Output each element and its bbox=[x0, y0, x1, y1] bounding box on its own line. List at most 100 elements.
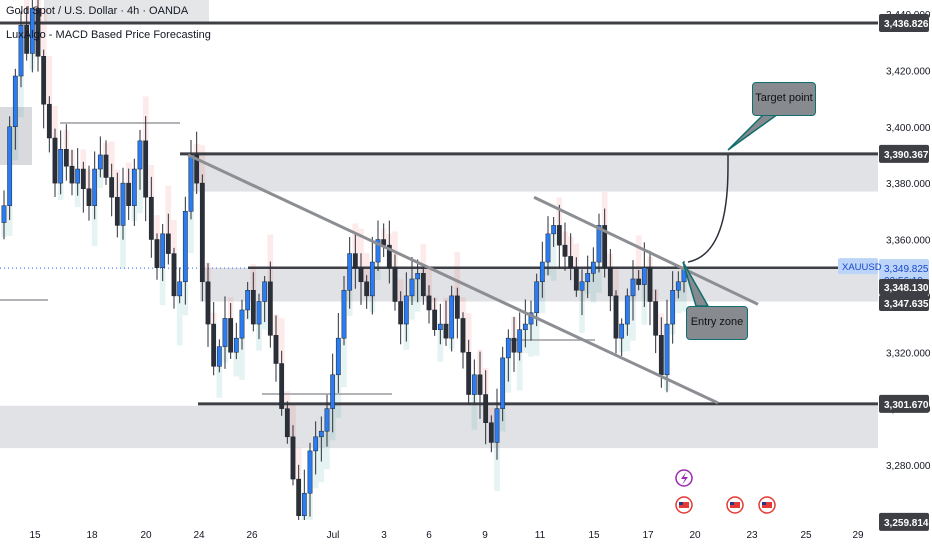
candle-body[interactable] bbox=[375, 239, 381, 263]
candle-body[interactable] bbox=[403, 295, 409, 325]
candle-body[interactable] bbox=[647, 267, 653, 302]
candle-body[interactable] bbox=[675, 281, 681, 291]
candle-body[interactable] bbox=[284, 408, 290, 438]
candle-body[interactable] bbox=[596, 225, 602, 263]
candle-body[interactable] bbox=[511, 337, 517, 353]
candle-body[interactable] bbox=[579, 281, 585, 291]
candle-body[interactable] bbox=[114, 196, 120, 226]
upper-trendline[interactable] bbox=[533, 195, 759, 306]
candle-body[interactable] bbox=[488, 422, 494, 443]
candle-body[interactable] bbox=[148, 196, 154, 240]
candle-body[interactable] bbox=[392, 267, 398, 302]
candle-body[interactable] bbox=[188, 154, 194, 212]
candle-body[interactable] bbox=[256, 301, 262, 325]
candle-body[interactable] bbox=[398, 301, 404, 325]
candle-body[interactable] bbox=[466, 352, 472, 395]
candle-body[interactable] bbox=[613, 295, 619, 339]
candle-body[interactable] bbox=[75, 168, 81, 184]
candle-body[interactable] bbox=[58, 149, 64, 184]
candle-body[interactable] bbox=[330, 374, 336, 409]
candle-body[interactable] bbox=[364, 281, 370, 297]
candle-body[interactable] bbox=[573, 267, 579, 291]
candle-body[interactable] bbox=[279, 363, 285, 409]
candle-body[interactable] bbox=[562, 244, 568, 257]
candle-body[interactable] bbox=[630, 278, 636, 297]
candle-body[interactable] bbox=[607, 267, 613, 297]
candle-body[interactable] bbox=[641, 267, 647, 285]
candle-body[interactable] bbox=[460, 318, 466, 353]
candle-body[interactable] bbox=[670, 289, 676, 325]
candle-body[interactable] bbox=[369, 261, 375, 297]
candle-body[interactable] bbox=[262, 281, 268, 302]
candle-body[interactable] bbox=[477, 374, 483, 395]
candle-body[interactable] bbox=[545, 233, 551, 263]
candle-body[interactable] bbox=[46, 103, 52, 139]
candle-body[interactable] bbox=[92, 168, 98, 206]
candle-body[interactable] bbox=[24, 25, 30, 54]
candle-body[interactable] bbox=[267, 281, 273, 336]
candle-body[interactable] bbox=[239, 309, 245, 339]
candle-body[interactable] bbox=[296, 478, 302, 516]
candle-body[interactable] bbox=[35, 8, 41, 57]
candle-body[interactable] bbox=[483, 394, 489, 423]
candle-body[interactable] bbox=[250, 289, 256, 325]
candle-body[interactable] bbox=[307, 450, 313, 494]
candle-body[interactable] bbox=[352, 253, 358, 268]
candle-body[interactable] bbox=[12, 75, 18, 127]
candle-body[interactable] bbox=[505, 337, 511, 359]
candle-body[interactable] bbox=[500, 357, 506, 409]
candle-body[interactable] bbox=[103, 154, 109, 178]
candle-body[interactable] bbox=[199, 182, 205, 283]
candle-body[interactable] bbox=[194, 154, 200, 184]
candle-body[interactable] bbox=[318, 430, 324, 438]
candle-body[interactable] bbox=[409, 278, 415, 297]
entry-zone-callout[interactable]: Entry zone bbox=[686, 306, 748, 340]
candle-body[interactable] bbox=[1, 205, 7, 223]
candle-body[interactable] bbox=[420, 273, 426, 297]
candle-body[interactable] bbox=[335, 337, 341, 376]
target-point-callout[interactable]: Target point bbox=[752, 82, 816, 116]
candle-body[interactable] bbox=[534, 281, 540, 314]
candle-body[interactable] bbox=[222, 318, 228, 347]
candle-body[interactable] bbox=[556, 225, 562, 246]
candle-body[interactable] bbox=[120, 182, 126, 226]
candle-body[interactable] bbox=[97, 154, 103, 170]
candle-body[interactable] bbox=[585, 273, 591, 283]
candle-body[interactable] bbox=[658, 335, 664, 376]
candle-body[interactable] bbox=[624, 295, 630, 325]
candle-body[interactable] bbox=[171, 253, 177, 297]
candle-body[interactable] bbox=[205, 281, 211, 325]
candle-body[interactable] bbox=[426, 295, 432, 311]
candle-body[interactable] bbox=[664, 323, 670, 376]
candle-body[interactable] bbox=[590, 261, 596, 274]
candle-body[interactable] bbox=[347, 253, 353, 291]
candle-body[interactable] bbox=[126, 182, 132, 206]
candle-body[interactable] bbox=[29, 8, 35, 54]
candle-body[interactable] bbox=[177, 281, 183, 297]
candle-body[interactable] bbox=[41, 56, 47, 105]
candle-body[interactable] bbox=[539, 261, 545, 283]
candle-body[interactable] bbox=[636, 278, 642, 285]
candle-body[interactable] bbox=[245, 289, 251, 311]
candle-body[interactable] bbox=[471, 374, 477, 395]
candle-body[interactable] bbox=[69, 165, 75, 184]
candle-body[interactable] bbox=[522, 323, 528, 330]
candle-body[interactable] bbox=[324, 408, 330, 432]
candle-body[interactable] bbox=[137, 140, 143, 170]
candle-body[interactable] bbox=[228, 318, 234, 353]
candle-body[interactable] bbox=[86, 188, 92, 206]
candle-body[interactable] bbox=[494, 408, 500, 443]
candle-body[interactable] bbox=[301, 492, 307, 516]
candle-body[interactable] bbox=[80, 168, 86, 190]
candle-body[interactable] bbox=[517, 329, 523, 353]
descending-trendline[interactable] bbox=[187, 153, 719, 405]
candle-body[interactable] bbox=[182, 211, 188, 283]
candle-body[interactable] bbox=[653, 301, 659, 336]
candle-body[interactable] bbox=[432, 309, 438, 330]
candle-body[interactable] bbox=[313, 436, 319, 452]
candle-body[interactable] bbox=[443, 323, 449, 339]
candle-body[interactable] bbox=[449, 295, 455, 339]
candle-body[interactable] bbox=[211, 323, 217, 367]
candle-body[interactable] bbox=[154, 239, 160, 268]
